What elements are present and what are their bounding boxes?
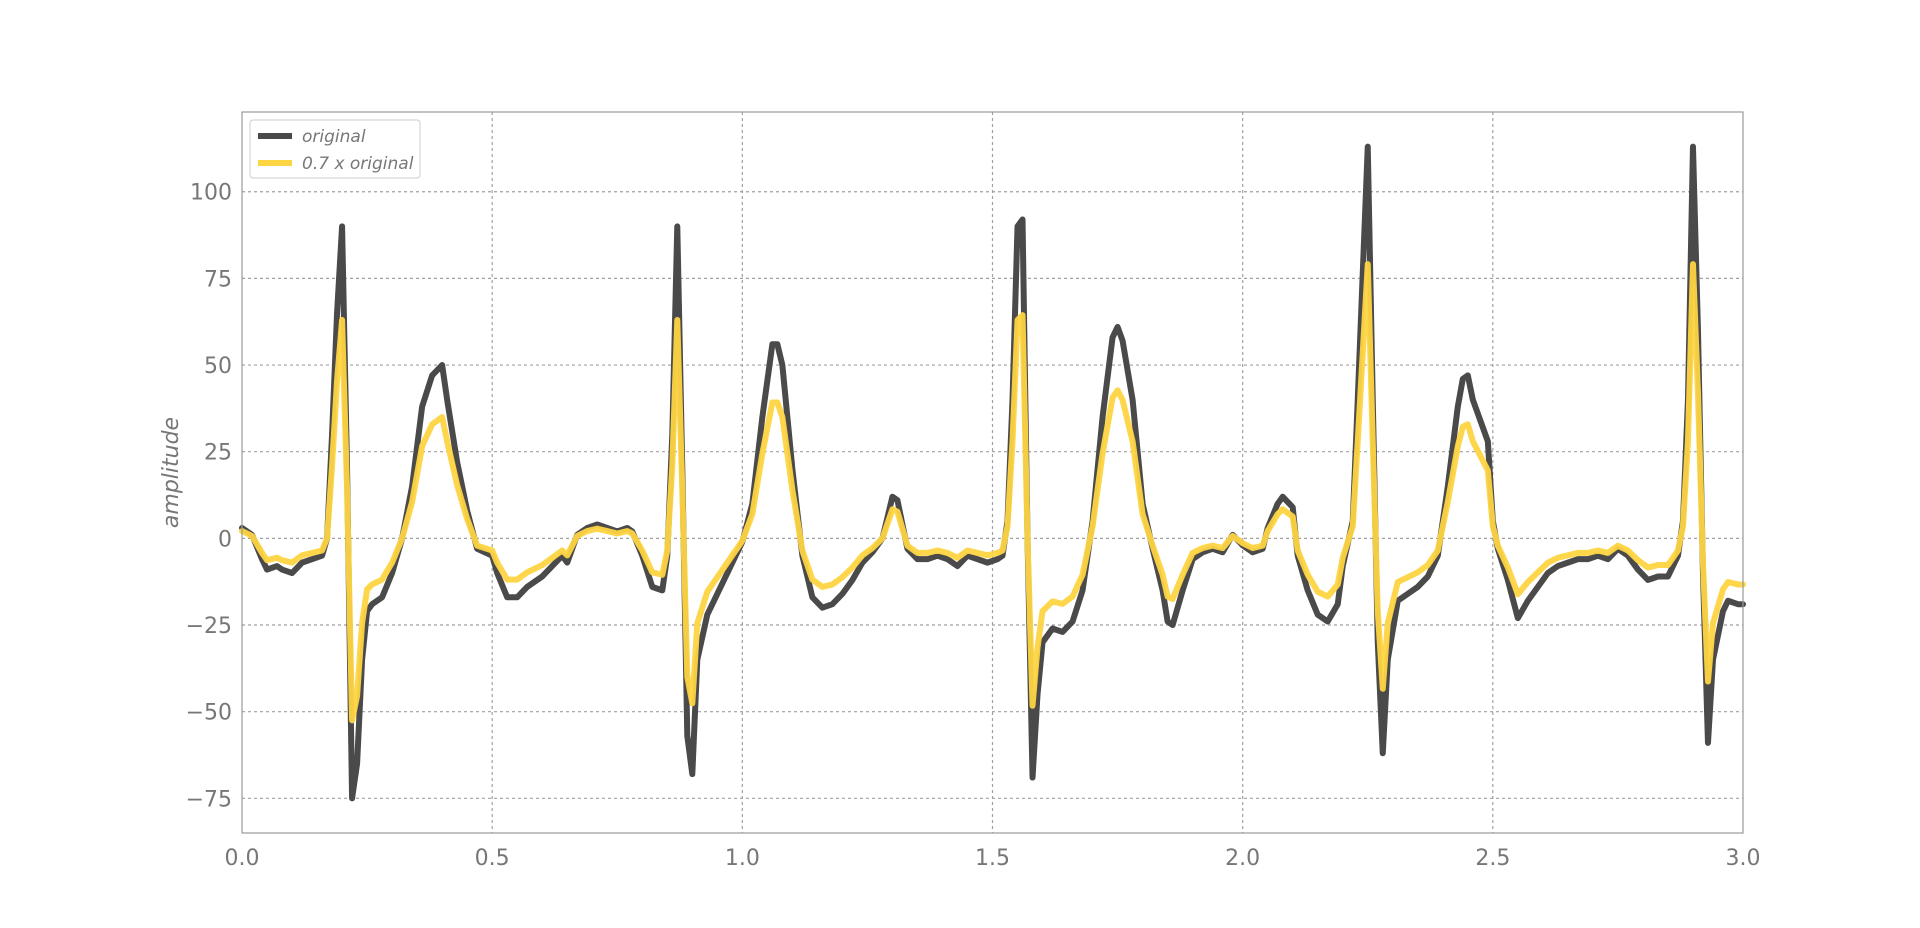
series-line-scaled [239, 261, 1746, 724]
y-tick-label: 75 [204, 267, 232, 292]
legend: original 0.7 x original [249, 119, 421, 179]
legend-label: original [302, 127, 366, 147]
y-tick-label: 100 [190, 181, 232, 206]
x-tick-label: 2.5 [1475, 846, 1510, 871]
y-tick-label: −50 [186, 701, 232, 726]
y-tick-label: −75 [186, 787, 232, 812]
x-tick-label: 0.5 [475, 846, 510, 871]
series-layer [239, 143, 1746, 802]
x-tick-label: 0.0 [225, 846, 260, 871]
x-tick-label: 1.0 [725, 846, 760, 871]
x-tick-label: 2.0 [1225, 846, 1260, 871]
y-tick-label: 0 [218, 527, 232, 552]
y-tick-label: −25 [186, 614, 232, 639]
y-axis-label: amplitude [159, 417, 184, 528]
y-tick-label: 50 [204, 354, 232, 379]
y-tick-label: 25 [204, 441, 232, 466]
grid [242, 112, 1743, 833]
x-tick-label: 3.0 [1726, 846, 1761, 871]
tick-labels: 0.0 0.5 1.0 1.5 2.0 2.5 3.0 −75 −50 −25 0 25 50 75 100 [186, 181, 1761, 871]
plot-frame [241, 111, 1744, 834]
legend-label: 0.7 x original [302, 154, 414, 174]
legend-box [249, 119, 421, 179]
x-tick-label: 1.5 [975, 846, 1010, 871]
